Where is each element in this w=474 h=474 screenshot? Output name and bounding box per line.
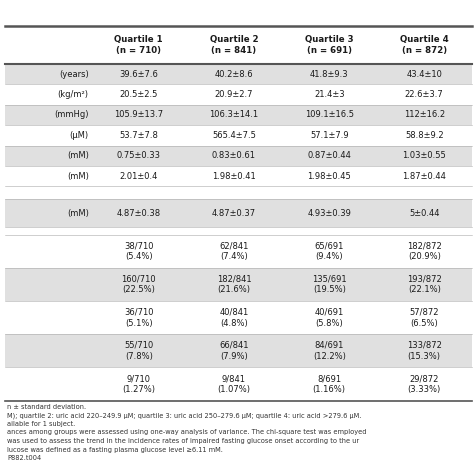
- Text: 182/872
(20.9%): 182/872 (20.9%): [407, 242, 442, 261]
- Text: Quartile 2
(n = 841): Quartile 2 (n = 841): [210, 35, 258, 55]
- Text: 0.75±0.33: 0.75±0.33: [117, 151, 161, 160]
- Bar: [5, 301, 472, 334]
- Text: 65/691
(9.4%): 65/691 (9.4%): [315, 242, 344, 261]
- Text: ailable for 1 subject.: ailable for 1 subject.: [7, 421, 75, 427]
- Text: (mM): (mM): [67, 172, 89, 181]
- Text: 1.87±0.44: 1.87±0.44: [402, 172, 446, 181]
- Text: 565.4±7.5: 565.4±7.5: [212, 131, 256, 140]
- Text: 1.98±0.41: 1.98±0.41: [212, 172, 256, 181]
- Bar: [5, 26, 472, 64]
- Bar: [5, 146, 472, 166]
- Text: 112±16.2: 112±16.2: [404, 110, 445, 119]
- Text: 133/872
(15.3%): 133/872 (15.3%): [407, 341, 442, 361]
- Text: 39.6±7.6: 39.6±7.6: [119, 70, 158, 79]
- Text: 57.1±7.9: 57.1±7.9: [310, 131, 348, 140]
- Text: 57/872
(6.5%): 57/872 (6.5%): [410, 308, 439, 328]
- Text: 36/710
(5.1%): 36/710 (5.1%): [124, 308, 154, 328]
- Text: M); quartile 2: uric acid 220–249.9 μM; quartile 3: uric acid 250–279.6 μM; quar: M); quartile 2: uric acid 220–249.9 μM; …: [7, 412, 362, 419]
- Text: (years): (years): [59, 70, 89, 79]
- Text: 40/841
(4.8%): 40/841 (4.8%): [219, 308, 248, 328]
- Text: 43.4±10: 43.4±10: [406, 70, 442, 79]
- Text: Quartile 1
(n = 710): Quartile 1 (n = 710): [114, 35, 163, 55]
- Text: lucose was defined as a fasting plasma glucose level ≥6.11 mM.: lucose was defined as a fasting plasma g…: [7, 447, 223, 453]
- Text: 21.4±3: 21.4±3: [314, 90, 345, 99]
- Text: Quartile 3
(n = 691): Quartile 3 (n = 691): [305, 35, 354, 55]
- Text: (μM): (μM): [70, 131, 89, 140]
- Text: 160/710
(22.5%): 160/710 (22.5%): [121, 274, 156, 294]
- Text: 8/691
(1.16%): 8/691 (1.16%): [313, 374, 346, 394]
- Bar: [5, 84, 472, 105]
- Text: 9/841
(1.07%): 9/841 (1.07%): [218, 374, 250, 394]
- Text: 9/710
(1.27%): 9/710 (1.27%): [122, 374, 155, 394]
- Bar: [5, 268, 472, 301]
- Bar: [5, 186, 472, 199]
- Text: ances among groups were assessed using one-way analysis of variance. The chi-squ: ances among groups were assessed using o…: [7, 429, 366, 436]
- Text: P882.t004: P882.t004: [7, 455, 41, 461]
- Text: 0.87±0.44: 0.87±0.44: [307, 151, 351, 160]
- Text: 41.8±9.3: 41.8±9.3: [310, 70, 348, 79]
- Bar: [5, 199, 472, 227]
- Text: 62/841
(7.4%): 62/841 (7.4%): [219, 242, 249, 261]
- Text: was used to assess the trend in the incidence rates of impaired fasting glucose : was used to assess the trend in the inci…: [7, 438, 359, 444]
- Text: 20.5±2.5: 20.5±2.5: [119, 90, 158, 99]
- Bar: [5, 166, 472, 186]
- Text: (kg/m²): (kg/m²): [58, 90, 89, 99]
- Text: 106.3±14.1: 106.3±14.1: [210, 110, 258, 119]
- Text: 0.83±0.61: 0.83±0.61: [212, 151, 256, 160]
- Text: 22.6±3.7: 22.6±3.7: [405, 90, 444, 99]
- Text: 4.87±0.38: 4.87±0.38: [117, 209, 161, 218]
- Text: 66/841
(7.9%): 66/841 (7.9%): [219, 341, 249, 361]
- Text: 20.9±2.7: 20.9±2.7: [215, 90, 253, 99]
- Text: 182/841
(21.6%): 182/841 (21.6%): [217, 274, 251, 294]
- Text: 4.87±0.37: 4.87±0.37: [212, 209, 256, 218]
- Text: 193/872
(22.1%): 193/872 (22.1%): [407, 274, 442, 294]
- Text: 2.01±0.4: 2.01±0.4: [119, 172, 158, 181]
- Bar: [5, 64, 472, 84]
- Bar: [5, 235, 472, 268]
- Bar: [5, 334, 472, 367]
- Text: 5±0.44: 5±0.44: [409, 209, 439, 218]
- Text: 40/691
(5.8%): 40/691 (5.8%): [315, 308, 344, 328]
- Bar: [5, 125, 472, 146]
- Bar: [5, 367, 472, 401]
- Text: 58.8±9.2: 58.8±9.2: [405, 131, 444, 140]
- Text: 40.2±8.6: 40.2±8.6: [215, 70, 253, 79]
- Text: 38/710
(5.4%): 38/710 (5.4%): [124, 242, 154, 261]
- Text: Quartile 4
(n = 872): Quartile 4 (n = 872): [400, 35, 448, 55]
- Text: 1.98±0.45: 1.98±0.45: [307, 172, 351, 181]
- Text: 135/691
(19.5%): 135/691 (19.5%): [312, 274, 346, 294]
- Text: 105.9±13.7: 105.9±13.7: [114, 110, 164, 119]
- Text: 84/691
(12.2%): 84/691 (12.2%): [313, 341, 346, 361]
- Text: (mM): (mM): [67, 209, 89, 218]
- Text: (mmHg): (mmHg): [54, 110, 89, 119]
- Text: (mM): (mM): [67, 151, 89, 160]
- Text: 55/710
(7.8%): 55/710 (7.8%): [124, 341, 154, 361]
- Text: 29/872
(3.33%): 29/872 (3.33%): [408, 374, 441, 394]
- Text: 1.03±0.55: 1.03±0.55: [402, 151, 446, 160]
- Text: 109.1±16.5: 109.1±16.5: [305, 110, 354, 119]
- Text: n ± standard deviation.: n ± standard deviation.: [7, 404, 86, 410]
- Text: 53.7±7.8: 53.7±7.8: [119, 131, 158, 140]
- Text: 4.93±0.39: 4.93±0.39: [307, 209, 351, 218]
- Bar: [5, 227, 472, 235]
- Bar: [5, 105, 472, 125]
